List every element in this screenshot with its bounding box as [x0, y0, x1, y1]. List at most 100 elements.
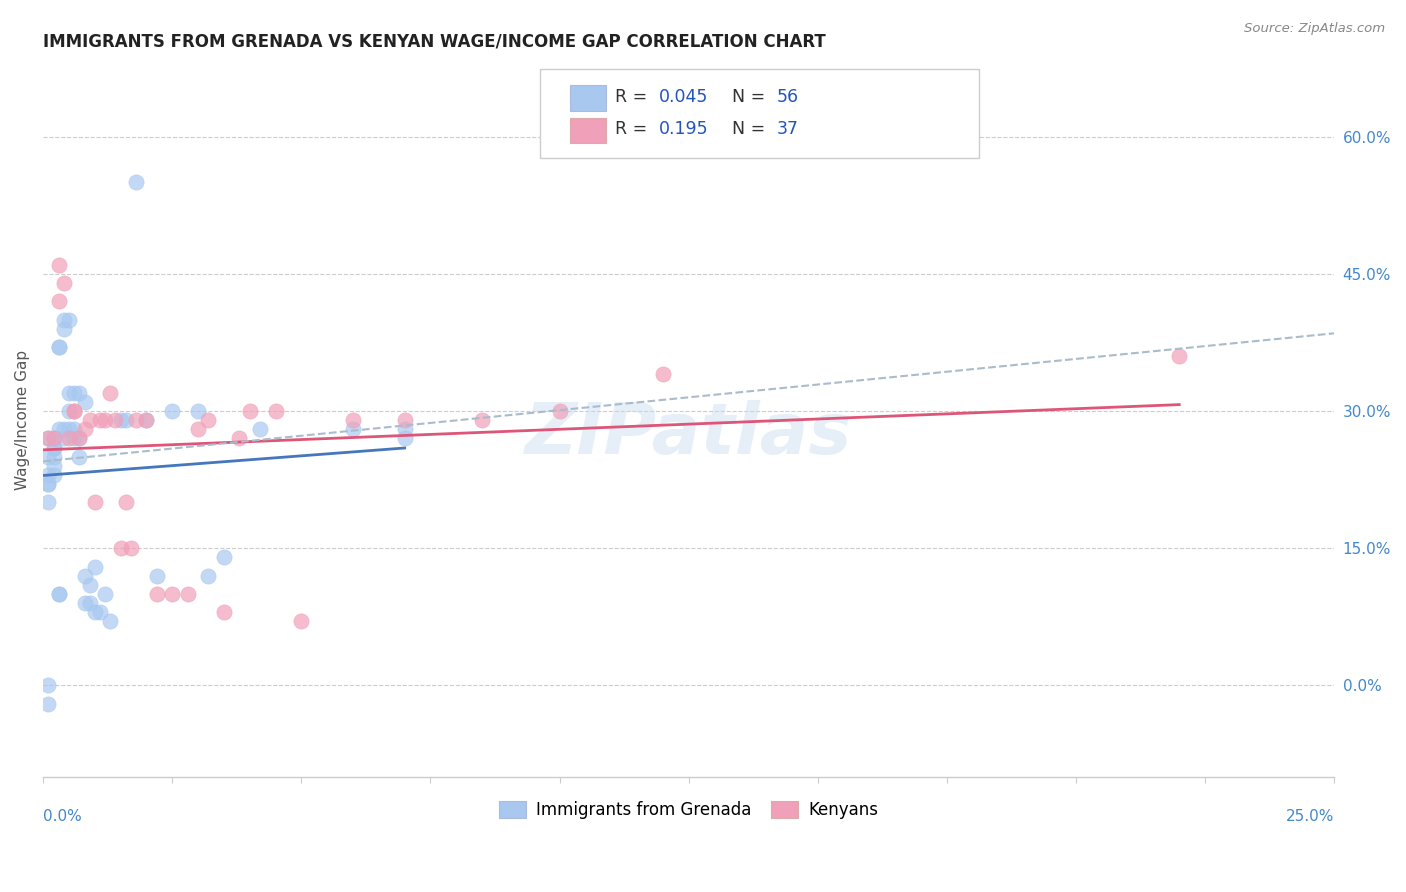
Point: [52, 312, 75, 326]
Text: 0.045: 0.045: [659, 87, 709, 106]
Point: [98, 385, 121, 400]
Point: [125, 175, 148, 189]
FancyBboxPatch shape: [569, 85, 606, 111]
Point: [162, 404, 184, 418]
Point: [63, 422, 86, 436]
Point: [37, 477, 59, 491]
Legend: Immigrants from Grenada, Kenyans: Immigrants from Grenada, Kenyans: [492, 794, 884, 826]
Point: [89, 605, 111, 619]
Text: ZIPatlas: ZIPatlas: [524, 400, 852, 469]
Point: [52, 276, 75, 290]
Point: [52, 422, 75, 436]
Point: [394, 422, 416, 436]
Point: [73, 395, 96, 409]
Point: [79, 413, 101, 427]
Text: R =: R =: [614, 120, 658, 138]
Point: [58, 312, 80, 326]
Point: [146, 587, 169, 601]
Point: [42, 458, 65, 473]
Point: [52, 322, 75, 336]
Point: [114, 413, 136, 427]
Point: [63, 404, 86, 418]
Point: [42, 432, 65, 446]
Point: [48, 587, 70, 601]
Point: [212, 605, 235, 619]
Point: [42, 432, 65, 446]
Point: [37, 432, 59, 446]
Point: [177, 587, 200, 601]
Point: [94, 413, 117, 427]
Text: N =: N =: [721, 120, 770, 138]
Point: [110, 541, 132, 556]
Text: 0.0%: 0.0%: [44, 809, 82, 824]
Point: [58, 404, 80, 418]
Point: [37, 495, 59, 509]
Point: [48, 340, 70, 354]
Point: [135, 413, 157, 427]
Point: [58, 432, 80, 446]
Point: [73, 596, 96, 610]
Point: [135, 413, 157, 427]
Text: Source: ZipAtlas.com: Source: ZipAtlas.com: [1244, 22, 1385, 36]
Point: [83, 605, 105, 619]
Text: IMMIGRANTS FROM GRENADA VS KENYAN WAGE/INCOME GAP CORRELATION CHART: IMMIGRANTS FROM GRENADA VS KENYAN WAGE/I…: [44, 33, 825, 51]
Point: [67, 450, 90, 464]
Point: [52, 432, 75, 446]
Point: [228, 432, 250, 446]
Point: [67, 432, 90, 446]
Point: [471, 413, 494, 427]
Point: [197, 568, 219, 582]
Y-axis label: Wage/Income Gap: Wage/Income Gap: [15, 351, 30, 491]
Point: [290, 615, 312, 629]
Point: [67, 432, 90, 446]
Point: [58, 385, 80, 400]
Point: [110, 413, 132, 427]
Point: [342, 422, 364, 436]
FancyBboxPatch shape: [540, 69, 979, 158]
Point: [83, 495, 105, 509]
Point: [394, 432, 416, 446]
Point: [42, 450, 65, 464]
Point: [42, 441, 65, 455]
Point: [37, 450, 59, 464]
Point: [58, 422, 80, 436]
Point: [48, 340, 70, 354]
Point: [120, 541, 142, 556]
Point: [212, 550, 235, 565]
Point: [104, 413, 127, 427]
Point: [79, 578, 101, 592]
Point: [187, 404, 209, 418]
Text: R =: R =: [614, 87, 652, 106]
Point: [1168, 349, 1191, 363]
Text: 56: 56: [776, 87, 799, 106]
Point: [37, 468, 59, 483]
Point: [79, 596, 101, 610]
Text: N =: N =: [721, 87, 770, 106]
Point: [114, 495, 136, 509]
Text: 25.0%: 25.0%: [1286, 809, 1334, 824]
Point: [651, 368, 673, 382]
Point: [73, 422, 96, 436]
Point: [342, 413, 364, 427]
Point: [42, 468, 65, 483]
Point: [63, 432, 86, 446]
Point: [98, 615, 121, 629]
Point: [548, 404, 571, 418]
Text: 0.195: 0.195: [659, 120, 709, 138]
Point: [125, 413, 148, 427]
Point: [394, 413, 416, 427]
Point: [48, 422, 70, 436]
Point: [42, 441, 65, 455]
Point: [89, 413, 111, 427]
Point: [162, 587, 184, 601]
Point: [48, 258, 70, 272]
Point: [187, 422, 209, 436]
FancyBboxPatch shape: [569, 118, 606, 144]
Point: [67, 385, 90, 400]
Point: [63, 385, 86, 400]
Point: [146, 568, 169, 582]
Point: [249, 422, 271, 436]
Point: [239, 404, 262, 418]
Point: [48, 587, 70, 601]
Point: [264, 404, 287, 418]
